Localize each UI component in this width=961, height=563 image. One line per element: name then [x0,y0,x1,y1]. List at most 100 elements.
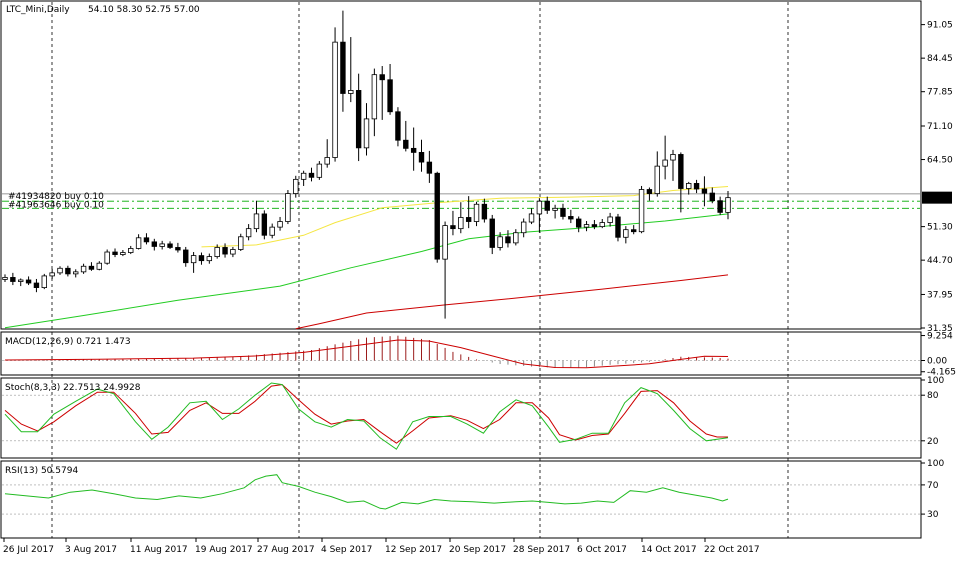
stoch-panel-frame [0,377,922,459]
candle-69 [544,196,550,214]
bear-candle-body [481,203,488,220]
bull-candle-body [128,248,134,253]
bear-candle-body [10,277,16,282]
bull-candle-body [293,178,299,194]
rsi-tick-label: 100 [927,459,944,469]
candle-28 [222,243,228,258]
time-tick-label: 3 Aug 2017 [65,545,117,555]
order-label-1: #41963646 buy 0.10 [8,200,104,210]
bull-candle-body [269,226,275,236]
candle-70 [552,204,558,219]
time-tick-label: 11 Aug 2017 [130,545,188,555]
candle-88 [693,179,700,194]
candle-49 [387,63,393,115]
main-panel-frame [0,0,922,330]
candle-0 [2,274,8,283]
bear-candle-body [450,225,456,230]
candle-6 [49,268,55,279]
candle-65 [513,229,519,246]
bear-candle-body [410,147,417,153]
bull-candle-body [57,267,63,274]
candle-40 [316,161,323,180]
candle-61 [481,198,488,223]
bull-candle-body [520,221,527,234]
rsi-panel-frame [0,460,922,539]
bull-candle-body [458,217,464,230]
bear-candle-body [261,213,268,236]
candle-3 [25,276,32,286]
candle-46 [363,103,370,156]
bull-candle-body [96,262,103,270]
stoch-main-line [4,382,729,450]
candle-57 [450,210,456,236]
rsi-tick-label: 30 [927,510,939,520]
bull-candle-body [230,249,236,255]
bear-candle-body [340,41,346,94]
candle-78 [615,213,621,242]
candle-48 [379,66,385,120]
time-tick-label: 28 Sep 2017 [513,545,570,555]
candle-83 [654,151,660,197]
symbol-title: LTC_Mini,Daily [6,5,70,15]
bull-candle-body [206,256,213,262]
price-panel[interactable]: #41934820 buy 0.10#41963646 buy 0.10 [2,10,920,330]
bear-candle-body [143,237,150,243]
stoch-panel[interactable] [2,382,920,450]
macd-panel-frame [0,331,922,376]
candle-35 [277,216,283,231]
candle-31 [245,224,252,241]
candle-77 [607,212,613,227]
bear-candle-body [418,152,425,163]
macd-tick-label: 0.00 [927,357,947,367]
time-tick-label: 22 Oct 2017 [704,545,760,555]
bull-candle-body [638,189,645,233]
stoch-title: Stoch(8,3,3) 22.7513 24.9928 [5,383,141,393]
last-price-box [922,191,952,204]
candle-91 [717,196,723,215]
stoch-tick-label: 20 [927,437,939,447]
bull-candle-body [348,90,354,94]
candle-5 [41,273,47,290]
ma-red-line [295,274,729,330]
price-tick-label: 77.85 [927,88,953,98]
candle-25 [198,252,205,265]
candle-16 [128,245,134,255]
time-tick-label: 27 Aug 2017 [257,545,315,555]
time-tick-label: 4 Sep 2017 [321,545,372,555]
bull-candle-body [583,224,590,228]
candle-63 [497,232,503,251]
bull-candle-body [324,157,330,165]
bear-candle-body [88,265,95,270]
candle-12 [96,261,103,271]
bear-candle-body [505,236,511,244]
bull-candle-body [473,203,480,222]
candle-53 [418,139,425,172]
time-tick-label: 14 Oct 2017 [641,545,697,555]
candle-71 [560,203,566,220]
order-label-0: #41934820 buy 0.10 [8,192,104,202]
bull-candle-body [599,222,605,228]
candle-86 [678,152,684,213]
bull-candle-body [80,265,87,273]
bear-candle-body [560,207,566,217]
candle-72 [568,209,574,224]
macd-panel[interactable] [2,335,920,369]
bull-candle-body [371,74,378,120]
bull-candle-body [238,236,244,250]
bull-candle-body [536,200,543,215]
bear-candle-body [717,200,723,213]
price-axis: 91.05 84.45 77.85 71.10 64.50 51.30 44.70 37.95… [921,21,956,520]
rsi-panel[interactable] [2,474,920,515]
candle-45 [355,73,362,162]
candle-14 [112,248,118,258]
bear-candle-body [112,251,118,255]
bear-candle-body [426,161,433,174]
bull-candle-body [41,275,47,288]
candle-68 [536,198,543,233]
candle-54 [426,150,433,183]
time-axis: 26 Jul 2017 3 Aug 2017 11 Aug 2017 19 Aug 2… [3,538,760,555]
price-tick-label: 51.30 [927,223,953,233]
bull-candle-body [623,229,629,238]
